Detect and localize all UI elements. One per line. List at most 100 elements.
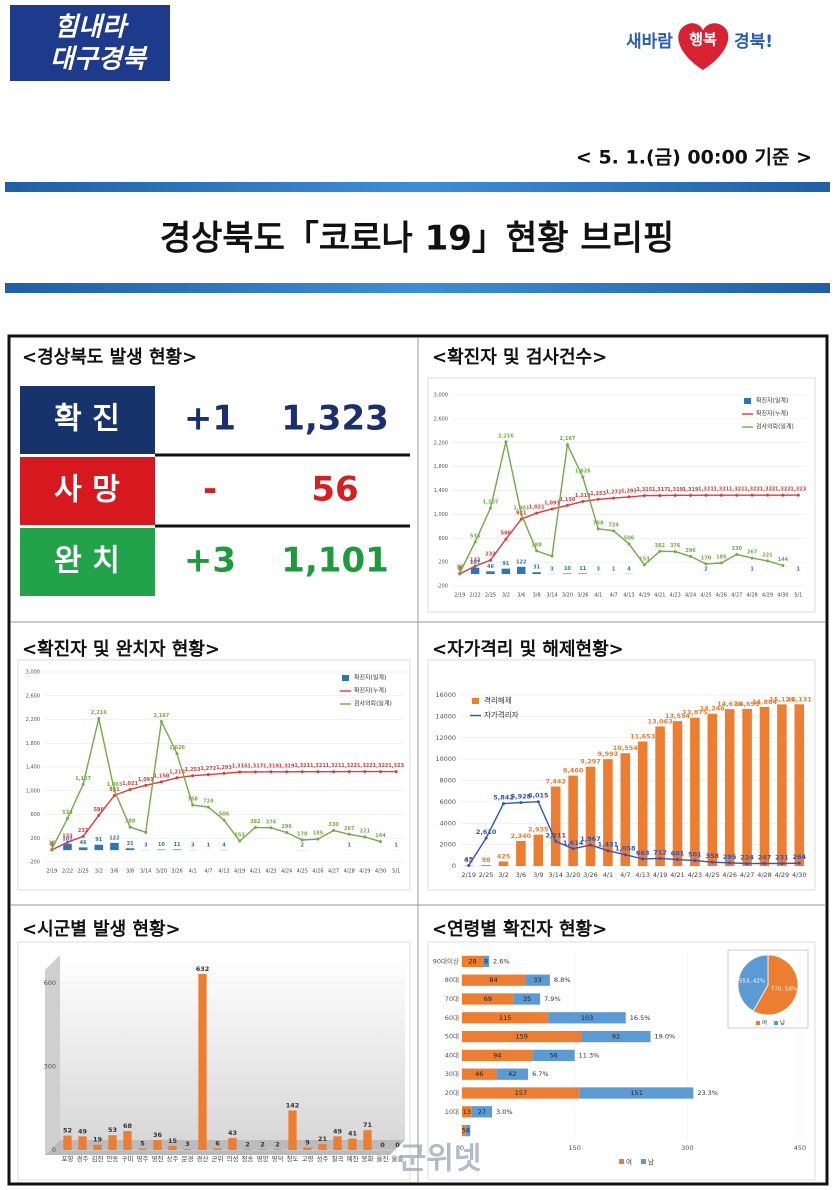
data-label: 46 <box>80 840 87 846</box>
data-label: 3 <box>50 841 54 847</box>
point <box>50 847 54 851</box>
x-tick-label: 4/25 <box>705 871 720 879</box>
panel-heading: <확진자 및 완치자 현황> <box>22 639 220 660</box>
legend-swatch <box>641 1159 646 1164</box>
x-tick-label: 4/7 <box>620 871 630 879</box>
y-tick-label: 70대 <box>445 995 459 1003</box>
x-tick-label: 김천 <box>92 1154 104 1163</box>
data-label: 13,554 <box>665 712 691 720</box>
data-label: 153 <box>234 833 245 839</box>
bar <box>78 847 88 851</box>
bar <box>363 1130 372 1150</box>
point <box>704 493 708 497</box>
status-label: 완 치 <box>54 544 120 579</box>
bar <box>63 1135 72 1150</box>
point <box>144 830 148 834</box>
chart-wall <box>60 955 405 1140</box>
bar <box>563 573 572 575</box>
point <box>658 549 662 553</box>
legend-label: 확진자(일계) <box>756 397 788 405</box>
y-tick-label: 80대 <box>445 976 459 984</box>
data-label: 295 <box>723 853 737 861</box>
panel-heading: <연령별 확진자 현황> <box>432 919 607 940</box>
legend-label: 남 <box>648 1157 654 1166</box>
x-tick-label: 영덕 <box>272 1154 284 1163</box>
data-label: 6 <box>466 1127 470 1135</box>
data-label: 330 <box>732 546 743 552</box>
data-label: 586 <box>501 531 512 537</box>
data-label: 1,323 <box>790 487 806 493</box>
point <box>488 506 492 510</box>
point <box>612 496 616 500</box>
y-tick-label: 12000 <box>435 734 456 742</box>
data-label: 9,297 <box>580 758 601 766</box>
point <box>766 559 770 563</box>
x-tick-label: 4/28 <box>747 593 758 599</box>
data-label: 11 <box>174 842 181 848</box>
legend-label: 검사의뢰(일계) <box>354 700 392 708</box>
data-label: 221 <box>762 552 773 558</box>
data-label: 1 <box>207 843 211 849</box>
data-label: 17 <box>456 565 463 571</box>
point <box>735 493 739 497</box>
y-tick-label: 6000 <box>439 798 456 806</box>
legend-swatch <box>744 398 751 404</box>
watermark: 군위넷 <box>399 1142 482 1177</box>
bar <box>486 571 495 575</box>
x-tick-label: 경산 <box>197 1154 209 1163</box>
data-label: 1,107 <box>483 499 499 505</box>
data-label: 5 <box>462 1127 466 1135</box>
legend-label: 검사의뢰(일계) <box>756 423 794 431</box>
data-label: 42 <box>508 1070 516 1078</box>
panel-heading: <자가격리 및 해제현황> <box>432 639 624 660</box>
data-label: 17 <box>48 841 55 847</box>
bar <box>603 759 613 866</box>
point <box>536 800 540 804</box>
data-label: 68 <box>123 1122 133 1130</box>
bar <box>303 1147 312 1150</box>
data-label: 144 <box>375 833 386 839</box>
point <box>673 550 677 554</box>
x-tick-label: 2/25 <box>78 869 89 875</box>
data-label: 3 <box>185 1140 190 1148</box>
bar <box>707 713 718 866</box>
x-tick-label: 4/27 <box>731 593 742 599</box>
x-tick-label: 4/19 <box>653 871 668 879</box>
point <box>144 783 148 787</box>
percent-label: 8.8% <box>554 976 571 984</box>
bar-segment <box>496 1068 529 1080</box>
percent-label: 23.3% <box>697 1089 718 1097</box>
data-label: 28 <box>468 957 476 965</box>
x-tick-label: 3/14 <box>546 593 557 599</box>
bar-segment <box>462 1049 533 1062</box>
data-label: 1,150 <box>153 773 169 779</box>
legend-label: 확진자(누계) <box>756 410 788 418</box>
bar <box>759 706 770 866</box>
bar <box>94 844 104 851</box>
data-label: 1,322 <box>373 763 389 769</box>
percent-label: 16.5% <box>630 1014 651 1022</box>
x-tick-label: 3/6 <box>110 869 118 875</box>
x-tick-label: 경주 <box>77 1154 89 1163</box>
x-tick-label: 3/20 <box>156 869 167 875</box>
bar <box>498 861 509 866</box>
point <box>363 770 367 774</box>
status-change: - <box>203 470 217 510</box>
bar <box>777 704 787 866</box>
logo-heart <box>678 23 729 70</box>
bar <box>108 1135 117 1150</box>
bar <box>273 1149 282 1150</box>
date: < 5. 1.(금) 00:00 기준 > <box>576 147 812 169</box>
x-tick-label: 2/19 <box>46 869 57 875</box>
point <box>689 493 693 497</box>
x-tick-label: 4/23 <box>670 593 681 599</box>
bar-segment <box>462 993 514 1005</box>
chart-frame <box>17 659 411 891</box>
x-tick-label: 청도 <box>287 1155 299 1163</box>
data-label: 1,614 <box>563 839 584 847</box>
point <box>502 802 505 806</box>
percent-label: 19.0% <box>655 1033 676 1041</box>
y-tick-label: 300 <box>44 1062 56 1070</box>
point <box>719 493 723 497</box>
x-tick-label: 3/20 <box>562 593 573 599</box>
